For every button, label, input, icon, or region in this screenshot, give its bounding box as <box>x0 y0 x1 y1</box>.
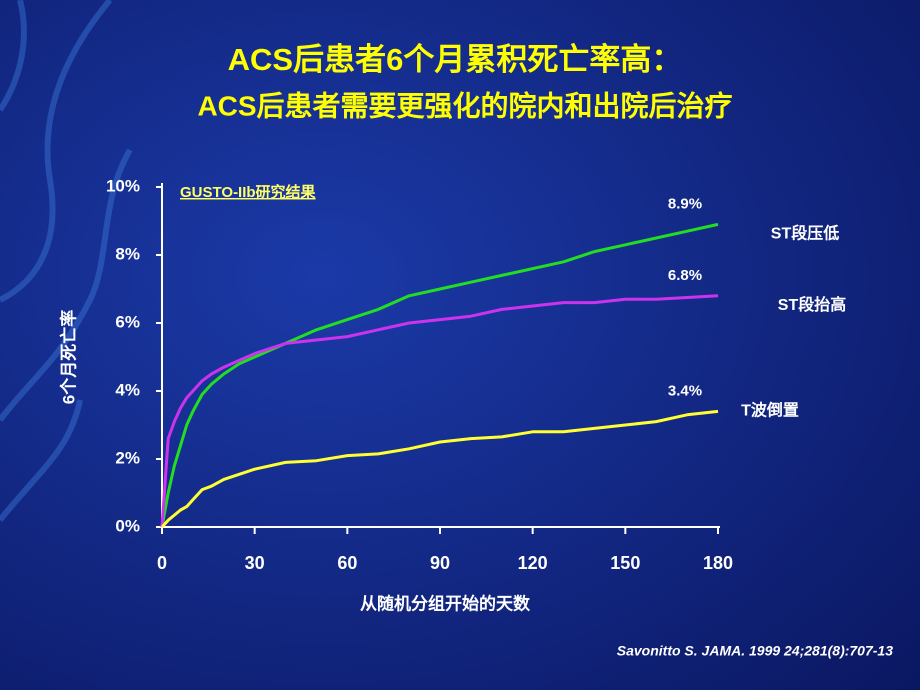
series-line <box>160 222 719 528</box>
x-tick-label: 90 <box>430 553 450 573</box>
y-tick-label: 8% <box>115 244 140 263</box>
x-tick-label: 120 <box>518 553 548 573</box>
y-tick-label: 6% <box>115 312 140 331</box>
title: ACS后患者6个月累积死亡率高： <box>228 42 683 77</box>
x-tick-label: 0 <box>157 553 167 573</box>
value-label: 6.8% <box>668 267 702 284</box>
series-name: T波倒置 <box>741 401 799 420</box>
y-tick-label: 4% <box>115 380 140 399</box>
annotation: GUSTO-IIb研究结果 <box>180 183 317 201</box>
series-line <box>160 409 719 529</box>
series-name: ST段压低 <box>771 224 839 243</box>
series-name: ST段抬高 <box>778 295 846 314</box>
series-line <box>160 294 719 528</box>
value-label: 8.9% <box>668 195 702 212</box>
y-tick-label: 2% <box>115 448 140 467</box>
x-tick-label: 150 <box>610 553 640 573</box>
x-tick-label: 180 <box>703 553 733 573</box>
y-tick-label: 10% <box>106 176 140 195</box>
source: Savonitto S. JAMA. 1999 24;281(8):707-13 <box>617 643 893 659</box>
decoration <box>0 0 133 522</box>
value-label: 3.4% <box>668 382 702 399</box>
y-axis-label: 6个月死亡率 <box>58 310 78 404</box>
x-tick-label: 30 <box>245 553 265 573</box>
subtitle: ACS后患者需要更强化的院内和出院后治疗 <box>197 89 732 121</box>
x-axis-label: 从随机分组开始的天数 <box>360 593 531 613</box>
x-tick-label: 60 <box>337 553 357 573</box>
y-tick-label: 0% <box>115 516 140 535</box>
